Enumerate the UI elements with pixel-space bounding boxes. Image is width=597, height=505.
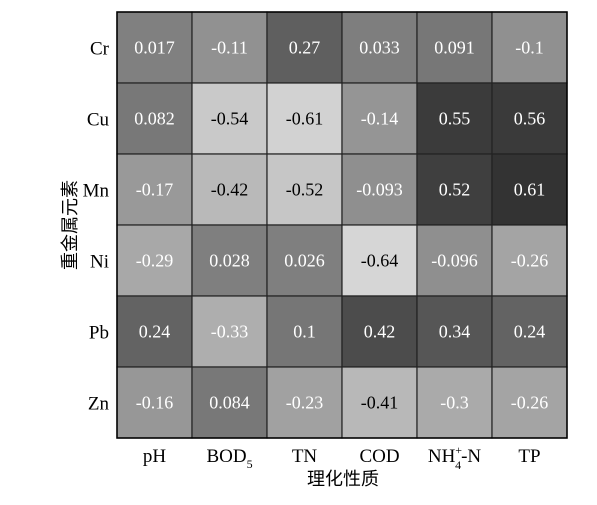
heatmap-cell-value: 0.017 [134,38,175,58]
heatmap-cell-value: 0.27 [289,38,321,58]
heatmap-cell-value: 0.56 [514,109,546,129]
heatmap-cell-value: -0.23 [286,393,324,413]
heatmap-cell-cu-5 [491,82,568,155]
x-tick-labels: pH BOD5 TN COD NH+ 4-N TP [143,443,541,472]
heatmap-cell-value: -0.14 [361,109,399,129]
heatmap-cell-value: -0.16 [136,393,174,413]
heatmap-cell-mn-3 [341,153,418,226]
heatmap-cell-zn-0 [116,366,193,439]
heatmap-cell-pb-3 [341,295,418,368]
heatmap-cell-ni-3 [341,224,418,297]
heatmap-cell-value: -0.41 [361,393,399,413]
heatmap-cell-pb-4 [416,295,493,368]
y-tick-label: Zn [88,394,110,415]
heatmap-cell-value: -0.096 [431,251,478,271]
heatmap-cell-value: 0.24 [139,322,171,342]
heatmap-cell-value: -0.26 [511,251,549,271]
heatmap-cell-value: 0.084 [209,393,250,413]
heatmap-cell-zn-5 [491,366,568,439]
heatmap-cell-value: -0.1 [515,38,544,58]
heatmap-cell-value: -0.3 [440,393,469,413]
heatmap-cell-value: 0.033 [359,38,400,58]
heatmap-cell-cr-5 [491,11,568,84]
heatmap-cell-value: -0.17 [136,180,174,200]
y-tick-label: Mn [83,181,110,202]
heatmap-cell-pb-2 [266,295,343,368]
heatmap-cell-value: 0.52 [439,180,471,200]
heatmap-cell-mn-1 [191,153,268,226]
heatmap-cell-ni-4 [416,224,493,297]
heatmap-cell-value: -0.52 [286,180,324,200]
heatmap-cell-value: -0.11 [211,38,248,58]
heatmap-cell-value: -0.54 [211,109,249,129]
heatmap-cell-mn-5 [491,153,568,226]
heatmap-cell-value: 0.082 [134,109,175,129]
heatmap-cell-cr-0 [116,11,193,84]
x-tick-label: TP [518,446,540,467]
heatmap-cell-value: 0.091 [434,38,475,58]
heatmap-cell-ni-2 [266,224,343,297]
heatmap-cell-cu-3 [341,82,418,155]
heatmap-cell-value: -0.64 [361,251,399,271]
x-tick-label: BOD5 [206,446,252,471]
heatmap-cell-value: -0.29 [136,251,174,271]
heatmap-cell-value: -0.61 [286,109,324,129]
heatmap-cell-ni-0 [116,224,193,297]
y-tick-label: Cr [90,39,110,60]
y-tick-labels: Cr Cu Mn Ni Pb Zn [83,39,110,415]
heatmap-cell-value: -0.26 [511,393,549,413]
heatmap-cell-value: 0.24 [514,322,546,342]
heatmap-cell-value: 0.55 [439,109,471,129]
heatmap-cell-value: 0.42 [364,322,396,342]
heatmap-cell-value: 0.34 [439,322,471,342]
heatmap-cell-value: -0.093 [356,180,403,200]
x-tick-label: pH [143,446,167,467]
y-tick-label: Pb [89,323,109,344]
heatmap-frame [116,11,568,439]
x-tick-label: TN [292,446,318,467]
y-tick-label: Ni [90,252,109,273]
heatmap-cell-value: 0.028 [209,251,250,271]
heatmap-cell-cu-1 [191,82,268,155]
heatmap-cell-pb-0 [116,295,193,368]
heatmap-cell-cr-1 [191,11,268,84]
y-axis-title: 重金属元素 [60,180,81,270]
x-tick-label: COD [359,446,399,467]
heatmap-cell-value: 0.61 [514,180,546,200]
heatmap-cell-ni-1 [191,224,268,297]
heatmap-cell-mn-4 [416,153,493,226]
y-tick-label: Cu [87,110,110,131]
heatmap-cell-value: 0.1 [293,322,316,342]
heatmap-cell-value: -0.33 [211,322,249,342]
heatmap-cell-value: -0.42 [211,180,249,200]
x-axis-title: 理化性质 [307,469,379,490]
x-tick-label: NH+ 4-N [428,443,482,472]
heatmap-cell-value: 0.026 [284,251,325,271]
heatmap-cells: 0.017 -0.11 0.27 0.033 0.091 -0.1 0.082 -0.54 -0… [116,11,568,439]
